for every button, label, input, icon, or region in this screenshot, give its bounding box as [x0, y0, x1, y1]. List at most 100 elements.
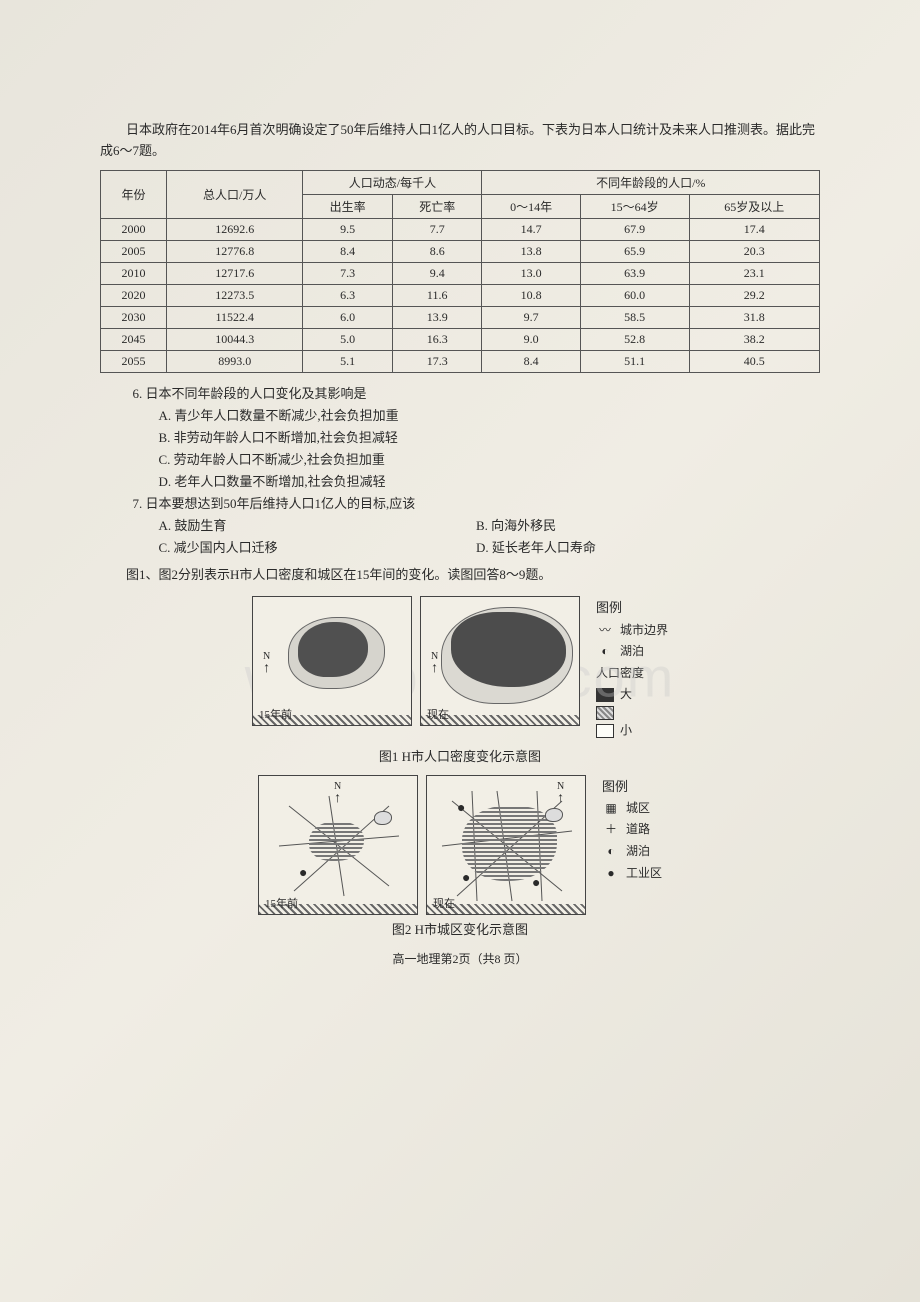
density-blob-light — [288, 617, 385, 689]
industry-dot-icon: ● — [462, 871, 470, 887]
table-cell: 16.3 — [392, 328, 482, 350]
table-cell: 58.5 — [580, 306, 689, 328]
table-cell: 6.0 — [303, 306, 393, 328]
q6-option-d: D. 老年人口数量不断增加,社会负担减轻 — [159, 471, 821, 493]
density-high-icon — [596, 688, 614, 702]
table-cell: 10044.3 — [167, 328, 303, 350]
north-arrow-icon: N↑ — [263, 652, 270, 676]
table-cell: 51.1 — [580, 350, 689, 372]
table-cell: 38.2 — [689, 328, 819, 350]
q6-option-b: B. 非劳动年龄人口不断增加,社会负担减轻 — [159, 427, 821, 449]
density-blob-light — [441, 607, 573, 704]
table-cell: 13.0 — [482, 262, 580, 284]
th-15-64: 15～64岁 — [580, 194, 689, 218]
table-cell: 29.2 — [689, 284, 819, 306]
table-cell: 20.3 — [689, 240, 819, 262]
table-cell: 8993.0 — [167, 350, 303, 372]
legend-title: 图例 — [596, 596, 668, 619]
q6-option-c: C. 劳动年龄人口不断减少,社会负担加重 — [159, 449, 821, 471]
th-year: 年份 — [101, 170, 167, 218]
table-cell: 10.8 — [482, 284, 580, 306]
table-row: 20558993.05.117.38.451.140.5 — [101, 350, 820, 372]
q7-title: 7. 日本要想达到50年后维持人口1亿人的目标,应该 — [133, 493, 821, 515]
table-cell: 52.8 — [580, 328, 689, 350]
figure-2: N↑ ● 15年前 N↑ — [100, 775, 820, 938]
th-death: 死亡率 — [392, 194, 482, 218]
page-footer: 高一地理第2页（共8 页） — [100, 950, 820, 967]
table-row: 200512776.88.48.613.865.920.3 — [101, 240, 820, 262]
th-65up: 65岁及以上 — [689, 194, 819, 218]
exam-page: 日本政府在2014年6月首次明确设定了50年后维持人口1亿人的人口目标。下表为日… — [0, 0, 920, 1302]
q7-option-c: C. 减少国内人口迁移 — [159, 537, 477, 559]
lake-icon: ◐ — [596, 641, 614, 663]
question-7: 7. 日本要想达到50年后维持人口1亿人的目标,应该 A. 鼓励生育 B. 向海… — [120, 493, 821, 559]
density-mid-icon — [596, 706, 614, 720]
urban-area — [309, 821, 364, 861]
fig1-right-map: N↑ 现在 — [420, 596, 580, 726]
table-cell: 6.3 — [303, 284, 393, 306]
table-cell: 8.6 — [392, 240, 482, 262]
fig1-left-map: N↑ 15年前 — [252, 596, 412, 726]
table-cell: 8.4 — [303, 240, 393, 262]
table-cell: 12717.6 — [167, 262, 303, 284]
industry-icon: ● — [602, 863, 620, 885]
q7-option-d: D. 延长老年人口寿命 — [476, 537, 794, 559]
table-cell: 2010 — [101, 262, 167, 284]
table-row: 201012717.67.39.413.063.923.1 — [101, 262, 820, 284]
th-agegroup: 不同年龄段的人口/% — [482, 170, 820, 194]
th-dynamics: 人口动态/每千人 — [303, 170, 482, 194]
table-cell: 17.3 — [392, 350, 482, 372]
table-cell: 12776.8 — [167, 240, 303, 262]
urban-area — [462, 806, 557, 881]
fig2-caption: 图2 H市城区变化示意图 — [100, 919, 820, 938]
table-cell: 12692.6 — [167, 218, 303, 240]
table-row: 204510044.35.016.39.052.838.2 — [101, 328, 820, 350]
question-6: 6. 日本不同年龄段的人口变化及其影响是 A. 青少年人口数量不断减少,社会负担… — [120, 383, 821, 493]
table-cell: 23.1 — [689, 262, 819, 284]
lake-icon: ◐ — [602, 841, 620, 863]
table-row: 202012273.56.311.610.860.029.2 — [101, 284, 820, 306]
fig2-legend: 图例 ▦城区 ＋道路 ◐湖泊 ●工业区 — [594, 775, 662, 885]
population-table: 年份 总人口/万人 人口动态/每千人 不同年龄段的人口/% 出生率 死亡率 0～… — [100, 170, 820, 373]
fig1-left-label: 15年前 — [259, 706, 292, 722]
table-cell: 2020 — [101, 284, 167, 306]
table-cell: 14.7 — [482, 218, 580, 240]
table-cell: 13.8 — [482, 240, 580, 262]
industry-dot-icon: ● — [457, 801, 465, 817]
table-cell: 63.9 — [580, 262, 689, 284]
road-icon: ＋ — [602, 819, 620, 841]
table-cell: 8.4 — [482, 350, 580, 372]
table-cell: 2005 — [101, 240, 167, 262]
th-0-14: 0～14年 — [482, 194, 580, 218]
table-cell: 67.9 — [580, 218, 689, 240]
table-row: 200012692.69.57.714.767.917.4 — [101, 218, 820, 240]
table-cell: 17.4 — [689, 218, 819, 240]
fig1-legend: 图例 〰城市边界 ◐湖泊 人口密度 大 小 — [588, 596, 668, 741]
urban-icon: ▦ — [602, 798, 620, 820]
table-cell: 31.8 — [689, 306, 819, 328]
table-cell: 9.5 — [303, 218, 393, 240]
table-cell: 7.7 — [392, 218, 482, 240]
th-total: 总人口/万人 — [167, 170, 303, 218]
lake-shape — [545, 808, 563, 822]
table-cell: 11522.4 — [167, 306, 303, 328]
table-cell: 9.4 — [392, 262, 482, 284]
table-cell: 2030 — [101, 306, 167, 328]
table-cell: 65.9 — [580, 240, 689, 262]
lake-shape — [374, 811, 392, 825]
table-cell: 7.3 — [303, 262, 393, 284]
fig1-right-label: 现在 — [427, 706, 449, 722]
q7-option-a: A. 鼓励生育 — [159, 515, 477, 537]
table-cell: 9.0 — [482, 328, 580, 350]
table-cell: 5.1 — [303, 350, 393, 372]
legend-density-label: 人口密度 — [596, 663, 668, 685]
table-row: 203011522.46.013.99.758.531.8 — [101, 306, 820, 328]
context-8-9: 图1、图2分别表示H市人口密度和城区在15年间的变化。读图回答8～9题。 — [100, 565, 820, 586]
q6-title: 6. 日本不同年龄段的人口变化及其影响是 — [133, 383, 821, 405]
intro-text: 日本政府在2014年6月首次明确设定了50年后维持人口1亿人的人口目标。下表为日… — [100, 120, 820, 162]
fig2-left-map: N↑ ● 15年前 — [258, 775, 418, 915]
figure-1: N↑ 15年前 N↑ 现在 图例 〰城市边界 ◐湖泊 人口密度 大 小 — [100, 596, 820, 764]
q6-option-a: A. 青少年人口数量不断减少,社会负担加重 — [159, 405, 821, 427]
table-cell: 40.5 — [689, 350, 819, 372]
north-arrow-icon: N↑ — [431, 652, 438, 676]
